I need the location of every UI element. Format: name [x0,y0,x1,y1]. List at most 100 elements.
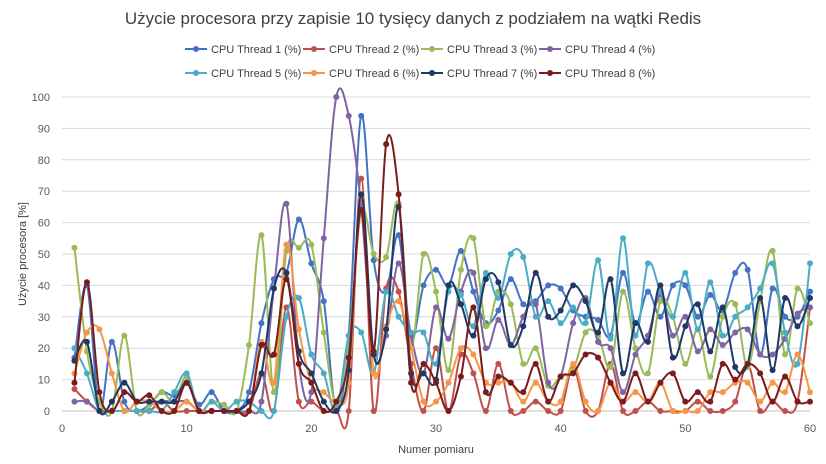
data-point [158,408,165,414]
data-point [133,398,140,405]
data-point [744,304,751,311]
data-point [657,408,664,414]
data-point [532,360,539,367]
data-point [582,329,589,336]
data-point [632,408,639,414]
data-point [582,298,589,305]
data-point [283,200,290,207]
data-point [445,379,452,386]
y-tick-label: 30 [38,312,50,324]
data-point [208,408,215,414]
data-point [669,332,676,339]
data-point [694,408,701,414]
data-point [258,320,265,327]
data-point [121,389,128,396]
data-point [545,408,552,414]
data-point [707,398,714,405]
data-point [420,370,427,377]
data-point [782,408,789,414]
data-point [258,342,265,349]
data-point [96,326,103,333]
data-point [769,247,776,254]
data-point [532,301,539,308]
data-point [807,389,813,396]
data-point [495,307,502,314]
data-point [96,389,103,396]
y-axis-label: Użycie procesora [%] [17,202,29,306]
data-point [757,285,764,292]
data-point [470,269,477,276]
data-point [682,282,689,289]
data-point [383,141,390,148]
data-point [744,379,751,386]
data-point [769,379,776,386]
data-point [408,329,415,336]
data-point [270,351,277,358]
data-point [644,338,651,345]
data-point [632,389,639,396]
data-point [607,345,614,352]
data-point [295,360,302,367]
data-point [171,398,178,405]
data-point [669,313,676,320]
data-point [582,351,589,358]
data-point [445,367,452,374]
data-point [121,379,128,386]
data-point [520,360,527,367]
data-point [719,313,726,320]
data-point [744,266,751,273]
legend-item: CPU Thread 5 (%) [185,68,301,80]
data-point [258,370,265,377]
data-point [657,379,664,386]
data-point [495,316,502,323]
data-point [283,241,290,248]
data-point [482,323,489,330]
data-point [570,320,577,327]
legend-label: CPU Thread 1 (%) [211,44,301,56]
data-point [694,348,701,355]
data-point [757,351,764,358]
data-point [108,338,115,345]
data-point [707,348,714,355]
data-point [807,304,813,311]
data-point [146,392,153,399]
legend-item: CPU Thread 1 (%) [185,44,301,56]
data-point [607,276,614,283]
data-point [620,370,626,377]
data-point [607,364,614,371]
data-point [657,313,664,320]
data-point [732,398,739,405]
data-point [495,379,502,386]
data-point [370,251,377,257]
data-point [782,313,789,320]
data-point [420,251,427,257]
legend-label: CPU Thread 7 (%) [447,68,537,80]
data-point [682,360,689,367]
y-axis: 0 10 20 30 40 50 60 70 80 90 100 [32,92,50,418]
data-point [345,354,352,361]
data-point [694,398,701,405]
data-point [557,285,564,292]
data-point [370,257,377,264]
data-point [507,276,514,283]
data-point [146,398,153,405]
data-point [782,389,789,396]
data-point [694,313,701,320]
data-point [532,345,539,352]
data-point [719,389,726,396]
y-tick-label: 0 [44,406,50,418]
data-point [395,298,402,305]
legend-label: CPU Thread 8 (%) [565,68,655,80]
data-point [507,251,514,257]
data-point [570,304,577,311]
data-point [545,282,552,289]
data-point [358,112,365,119]
data-point [532,398,539,405]
x-tick-label: 60 [804,423,816,435]
data-point [482,276,489,283]
data-point [246,389,252,396]
data-point [582,408,589,414]
data-point [782,294,789,301]
legend-item: CPU Thread 4 (%) [539,44,655,56]
